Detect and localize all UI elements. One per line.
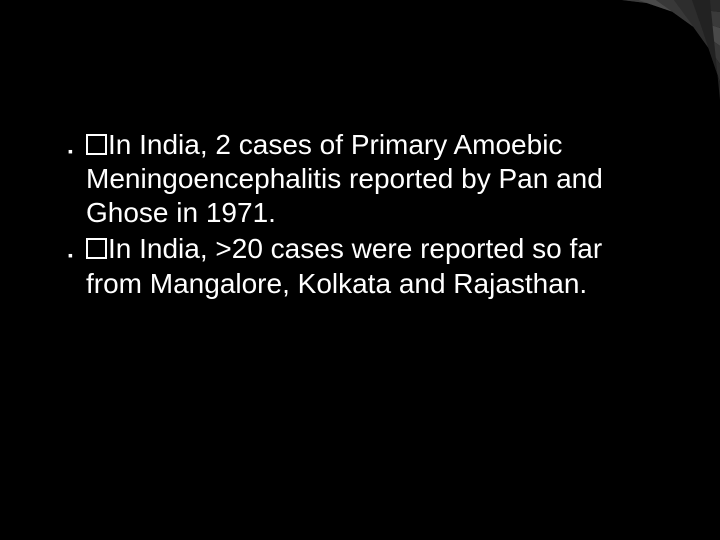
- slide: ▪ In India, 2 cases of Primary Amoebic M…: [0, 0, 720, 540]
- bullet-text-content: In India, 2 cases of Primary Amoebic Men…: [86, 129, 603, 228]
- bullet-text: In India, 2 cases of Primary Amoebic Men…: [86, 128, 648, 230]
- bullet-marker: ▪: [68, 232, 86, 274]
- checkbox-icon: [86, 238, 107, 259]
- bullet-item: ▪ In India, >20 cases were reported so f…: [68, 232, 648, 300]
- bullet-item: ▪ In India, 2 cases of Primary Amoebic M…: [68, 128, 648, 230]
- checkbox-icon: [86, 134, 107, 155]
- corner-decoration: [610, 0, 720, 110]
- bullet-text: In India, >20 cases were reported so far…: [86, 232, 648, 300]
- bullet-marker: ▪: [68, 128, 86, 170]
- bullet-text-content: In India, >20 cases were reported so far…: [86, 233, 602, 298]
- slide-body: ▪ In India, 2 cases of Primary Amoebic M…: [68, 128, 648, 303]
- diagonal-stripes: [622, 0, 720, 100]
